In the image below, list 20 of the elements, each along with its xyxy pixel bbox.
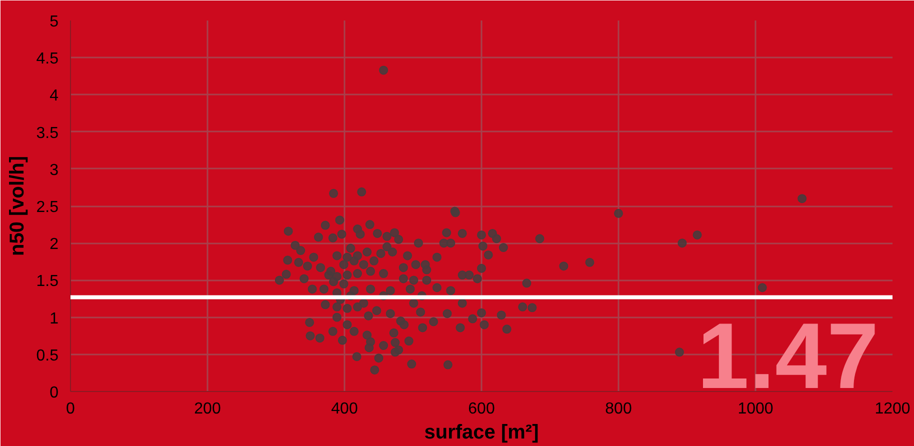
y-tick-label: 2 (50, 236, 59, 254)
x-tick-label: 600 (468, 400, 495, 418)
x-tick-label: 400 (331, 400, 358, 418)
y-tick-label: 0 (50, 384, 59, 402)
y-tick-label: 2.5 (36, 199, 59, 216)
y-tick-label: 1.5 (36, 273, 59, 290)
y-tick-label: 0.5 (36, 347, 59, 364)
y-axis-title: n50 [vol/h] (6, 156, 28, 256)
x-tick-label: 1200 (874, 400, 910, 418)
x-tick-label: 1000 (738, 400, 774, 418)
y-tick-label: 3.5 (36, 124, 59, 142)
x-tick-label: 200 (194, 400, 221, 418)
y-tick-label: 4.5 (36, 50, 59, 68)
x-axis-title: surface [m²] (424, 422, 539, 444)
y-tick-label: 1 (50, 310, 59, 328)
y-tick-label: 4 (50, 88, 59, 105)
x-tick-label: 800 (605, 400, 632, 418)
y-tick-label: 5 (50, 14, 59, 30)
x-tick-label: 0 (66, 400, 76, 418)
y-tick-label: 3 (50, 162, 59, 179)
